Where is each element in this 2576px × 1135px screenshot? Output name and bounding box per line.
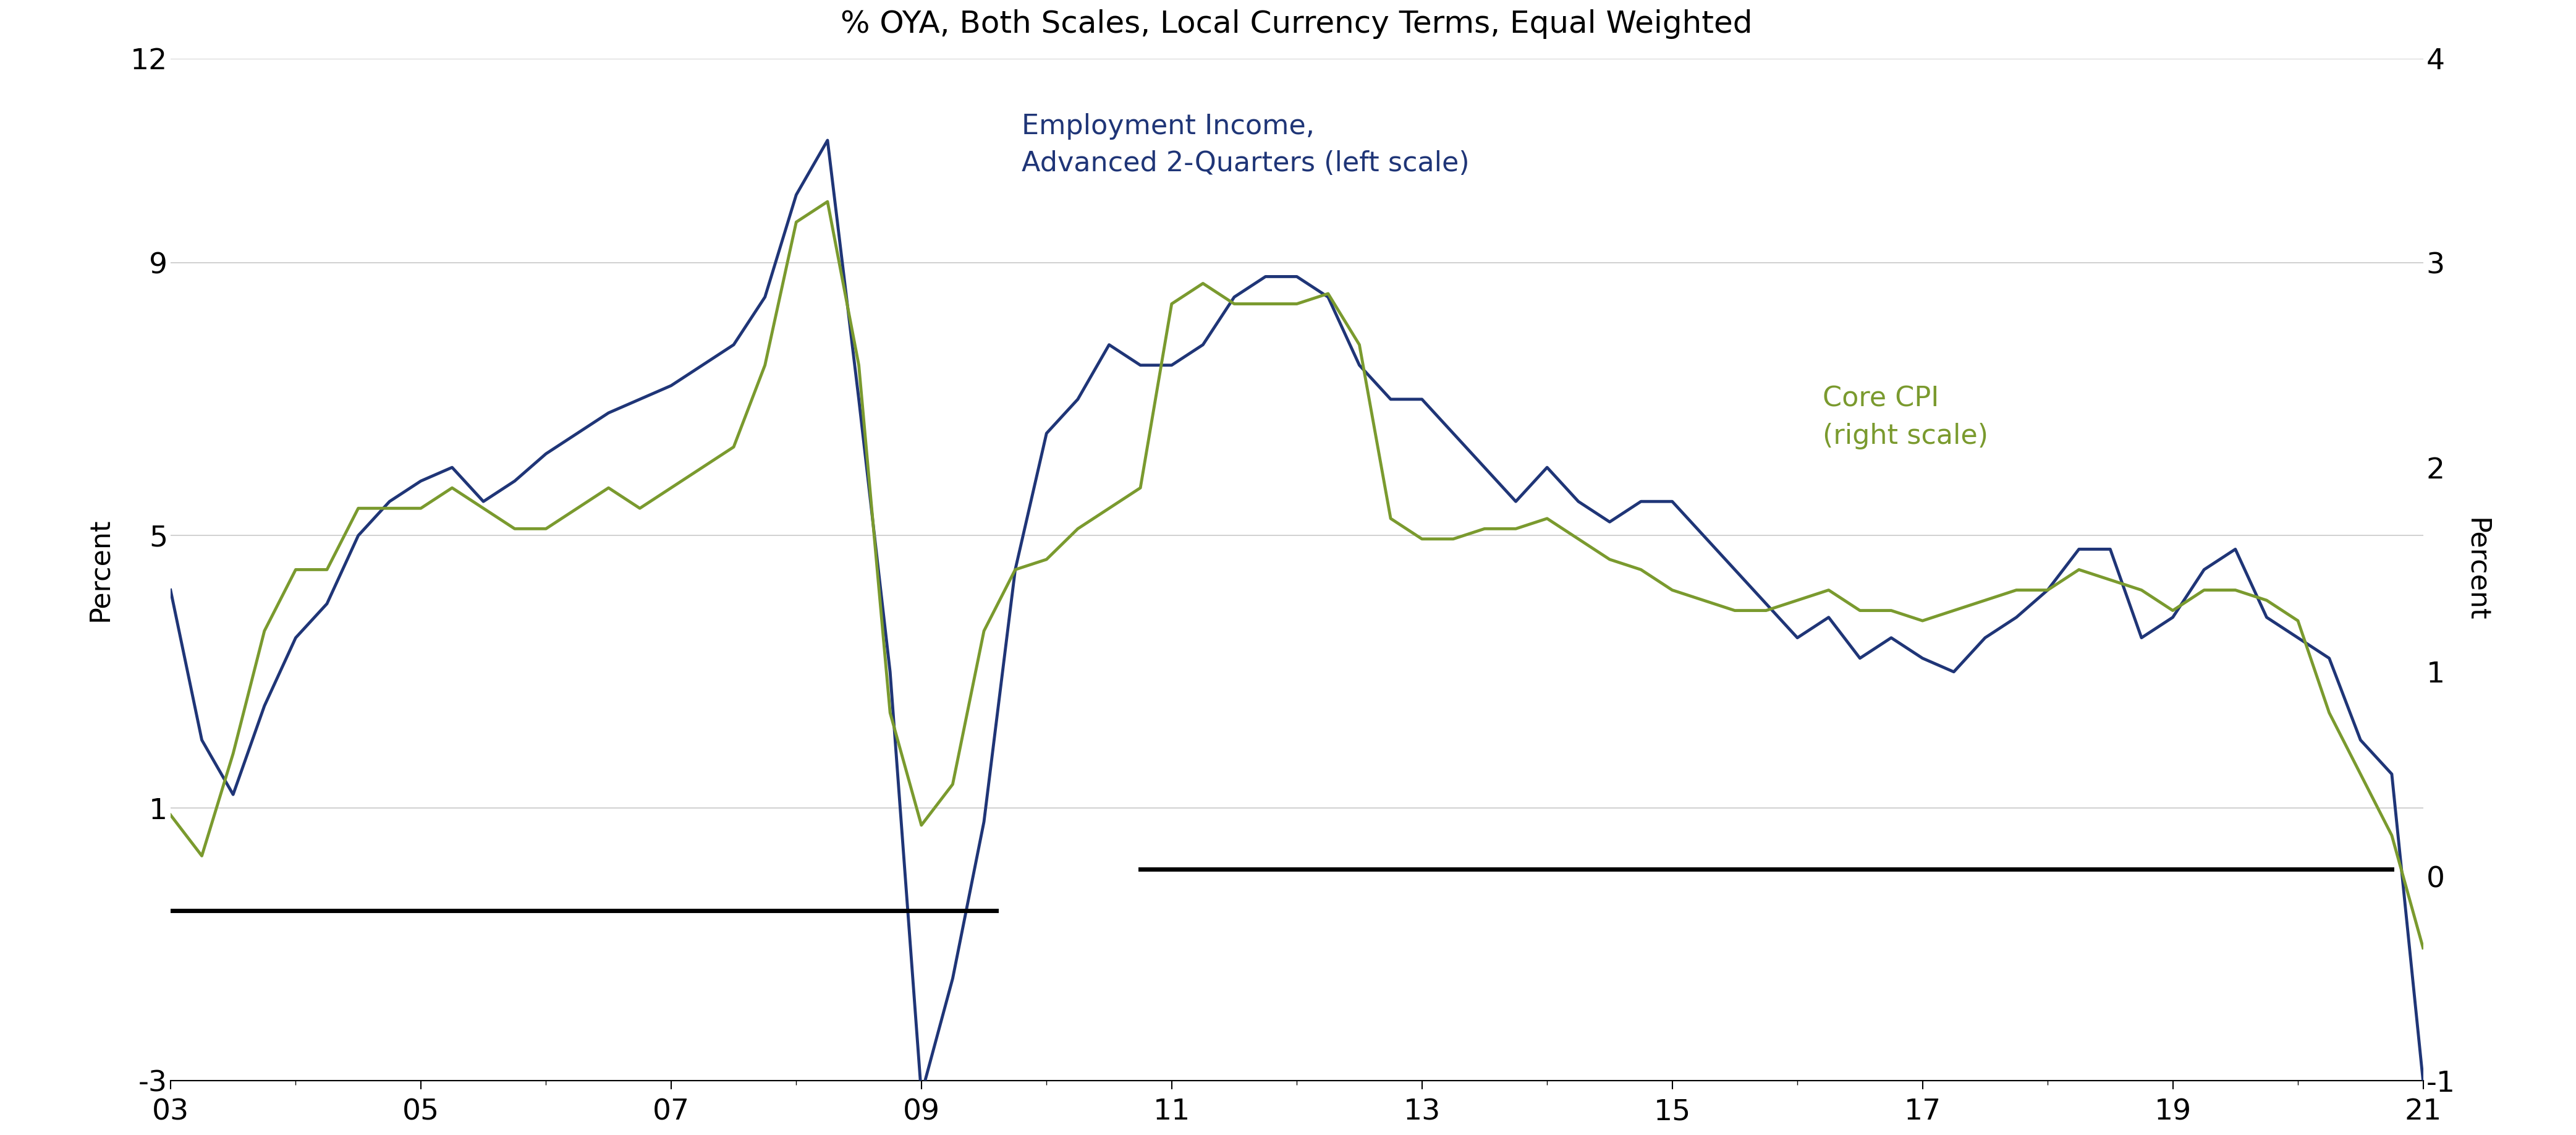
Title: % OYA, Both Scales, Local Currency Terms, Equal Weighted: % OYA, Both Scales, Local Currency Terms…: [840, 9, 1752, 39]
Text: Employment Income,
Advanced 2-Quarters (left scale): Employment Income, Advanced 2-Quarters (…: [1023, 114, 1468, 177]
Text: Core CPI
(right scale): Core CPI (right scale): [1821, 386, 1989, 449]
Y-axis label: Percent: Percent: [88, 518, 113, 622]
Y-axis label: Percent: Percent: [2463, 518, 2488, 622]
